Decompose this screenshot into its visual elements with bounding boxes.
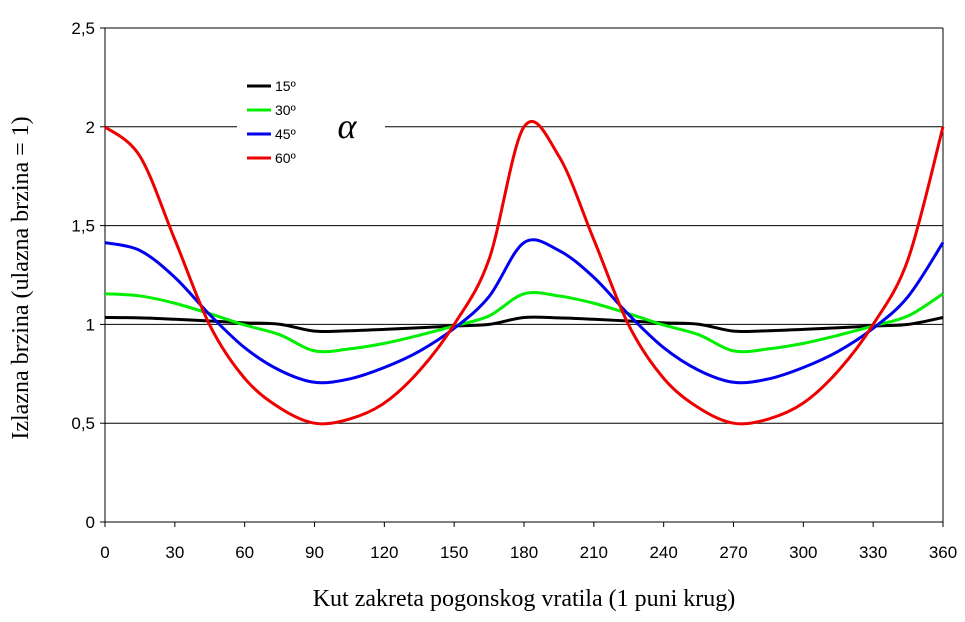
axes-layer: 0 0,5 1 1,5 2 2,5 0 30 60 90 120 150 180 210 240 270 300… xyxy=(71,19,957,562)
x-tick-label: 180 xyxy=(510,543,538,562)
y-tick-label: 2,5 xyxy=(71,19,95,38)
x-tick-label: 60 xyxy=(235,543,254,562)
x-tick-label: 30 xyxy=(165,543,184,562)
x-tick-label: 150 xyxy=(440,543,468,562)
series-line-4 xyxy=(104,119,945,426)
x-axis-title: Kut zakreta pogonskog vratila (1 puni kr… xyxy=(313,586,736,612)
y-tick-label: 1,5 xyxy=(71,217,95,236)
x-tick-label: 300 xyxy=(789,543,817,562)
y-tick-label: 0 xyxy=(86,513,95,532)
legend-label: 15º xyxy=(275,78,296,94)
x-tick-label: 0 xyxy=(100,543,109,562)
axis-titles: Kut zakreta pogonskog vratila (1 puni kr… xyxy=(8,116,735,612)
series-layer xyxy=(104,119,945,426)
x-tick-label: 270 xyxy=(719,543,747,562)
y-axis-title: Izlazna brzina (ulazna brzina = 1) xyxy=(8,116,34,439)
y-tick-label: 0,5 xyxy=(71,414,95,433)
x-tick-label: 360 xyxy=(929,543,957,562)
series-line-2 xyxy=(104,290,944,354)
x-tick-label: 210 xyxy=(580,543,608,562)
y-tick-label: 2 xyxy=(86,118,95,137)
grid-layer xyxy=(105,27,943,424)
x-tick-label: 120 xyxy=(370,543,398,562)
x-tick-label: 90 xyxy=(305,543,324,562)
legend-alpha-symbol: α xyxy=(338,106,358,146)
y-tick-label: 1 xyxy=(86,315,95,334)
x-tick-label: 240 xyxy=(649,543,677,562)
legend: 15º 30º 45º 60º α xyxy=(247,78,358,166)
legend-label: 60º xyxy=(275,150,296,166)
x-tick-label: 330 xyxy=(859,543,887,562)
series-line-3 xyxy=(104,238,945,385)
series-line-1 xyxy=(104,315,944,334)
legend-label: 45º xyxy=(275,126,296,142)
legend-label: 30º xyxy=(275,102,296,118)
